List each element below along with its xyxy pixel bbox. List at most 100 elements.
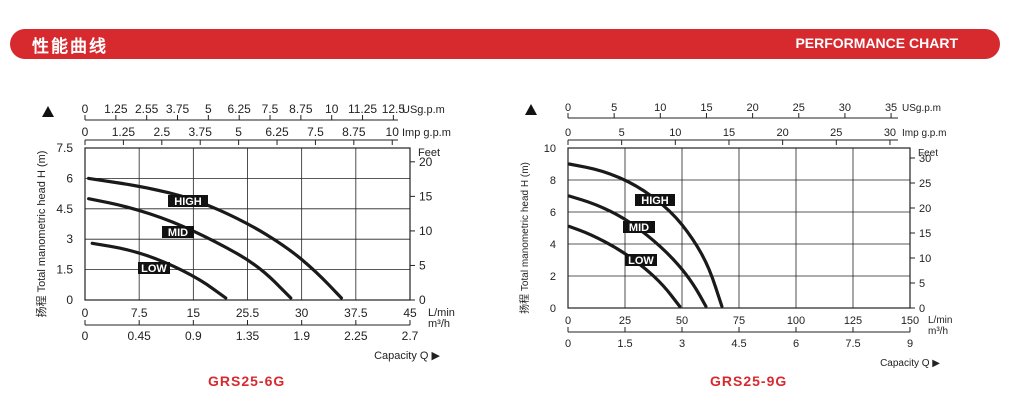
x-axis-usgpm-tick-label: 0 (565, 102, 571, 114)
curve-label-box-mid (623, 221, 655, 233)
x-axis-impgpm-tick-label: 1.25 (112, 125, 136, 139)
header-title-en: PERFORMANCE CHART (795, 35, 958, 51)
x-tick-label-m3h: 0.45 (127, 329, 151, 343)
x-tick-label-lmin: 25.5 (236, 306, 260, 320)
y-tick-label-left: 1.5 (56, 263, 73, 277)
x-tick-label-m3h: 6 (793, 338, 799, 350)
x-tick-label-lmin: 25 (619, 315, 631, 327)
y-unit-right: Feet (418, 147, 440, 159)
x-unit-lmin: L/min (928, 315, 952, 326)
x-tick-label-m3h: 0 (82, 329, 89, 343)
x-tick-label-m3h: 9 (907, 338, 913, 350)
x-axis-impgpm-unit: Imp g.p.m (402, 127, 451, 139)
x-tick-label-m3h: 2.25 (344, 329, 368, 343)
y-axis-label: 扬程 Total manometric head H (m) (34, 151, 48, 318)
x-tick-label-m3h: 0.9 (185, 329, 202, 343)
x-tick-label-m3h: 7.5 (845, 338, 860, 350)
x-tick-label-lmin: 150 (901, 315, 919, 327)
curve-label-mid: MID (629, 222, 649, 234)
y-axis-arrow-icon (525, 104, 537, 115)
x-axis-impgpm-tick-label: 25 (830, 127, 842, 139)
y-tick-label-left: 6 (550, 207, 556, 219)
curve-label-low: LOW (141, 263, 167, 275)
x-axis-impgpm-tick-label: 8.75 (342, 125, 366, 139)
curve-label-high: HIGH (641, 195, 669, 207)
x-axis-usgpm-tick-label: 6.25 (228, 102, 252, 116)
x-tick-label-m3h: 1.5 (617, 338, 632, 350)
y-tick-label-right: 20 (919, 203, 931, 215)
x-axis-impgpm-unit: Imp g.p.m (902, 128, 946, 139)
curve-high (87, 176, 343, 300)
x-axis-impgpm-tick-label: 20 (777, 127, 789, 139)
y-tick-label-left: 10 (544, 143, 556, 155)
x-axis-impgpm-tick-label: 15 (723, 127, 735, 139)
x-axis-impgpm-tick-label: 7.5 (307, 125, 324, 139)
x-unit-lmin: L/min (428, 307, 455, 319)
curve-label-low: LOW (628, 255, 654, 267)
curve-label-box-mid (162, 226, 194, 238)
x-axis-impgpm-tick-label: 2.5 (153, 125, 170, 139)
y-tick-label-left: 8 (550, 175, 556, 187)
x-axis-usgpm-tick-label: 7.5 (262, 102, 279, 116)
x-axis-usgpm-tick-label: 12.5 (382, 102, 406, 116)
curve-label-box-high (635, 194, 675, 206)
x-axis-label: Capacity Q ▶ (374, 350, 440, 362)
x-tick-label-m3h: 1.35 (236, 329, 260, 343)
x-tick-label-lmin: 50 (676, 315, 688, 327)
y-tick-label-right: 0 (419, 293, 426, 307)
y-tick-label-left: 0 (66, 293, 73, 307)
x-tick-label-lmin: 125 (844, 315, 862, 327)
curve-label-box-low (625, 254, 657, 266)
x-tick-label-m3h: 4.5 (731, 338, 746, 350)
x-axis-impgpm-tick-label: 0 (82, 125, 89, 139)
x-axis-label: Capacity Q ▶ (880, 358, 940, 369)
curve-low (90, 241, 228, 300)
x-unit-m3h: m³/h (928, 326, 948, 337)
y-tick-label-left: 4.5 (56, 202, 73, 216)
y-tick-label-left: 3 (66, 232, 73, 246)
x-axis-usgpm-tick-label: 2.55 (135, 102, 159, 116)
x-axis-usgpm-tick-label: 10 (654, 102, 666, 114)
y-tick-label-right: 5 (419, 258, 426, 272)
curve-low (567, 224, 682, 308)
x-axis-usgpm-tick-label: 3.75 (166, 102, 190, 116)
curve-mid (87, 197, 293, 300)
y-tick-label-right: 25 (919, 178, 931, 190)
x-axis-usgpm-tick-label: 15 (700, 102, 712, 114)
y-tick-label-left: 2 (550, 271, 556, 283)
model-label-grs25-6g: GRS25-6G (208, 373, 286, 389)
x-tick-label-lmin: 30 (295, 306, 309, 320)
curve-label-box-high (168, 195, 208, 207)
x-axis-impgpm-tick-label: 5 (619, 127, 625, 139)
x-axis-impgpm-tick-label: 3.75 (189, 125, 213, 139)
header-title-cn: 性能曲线 (32, 37, 108, 57)
y-tick-label-right: 30 (919, 153, 931, 165)
x-axis-impgpm-tick-label: 10 (669, 127, 681, 139)
x-tick-label-lmin: 7.5 (131, 306, 148, 320)
x-axis-usgpm-tick-label: 5 (611, 102, 617, 114)
x-axis-usgpm-tick-label: 8.75 (289, 102, 313, 116)
x-tick-label-lmin: 45 (403, 306, 417, 320)
y-tick-label-left: 6 (66, 171, 73, 185)
x-tick-label-lmin: 75 (733, 315, 745, 327)
curve-label-mid: MID (168, 227, 188, 239)
y-axis-arrow-icon (42, 106, 54, 117)
x-axis-usgpm-tick-label: 11.25 (348, 102, 377, 116)
model-label-grs25-9g: GRS25-9G (710, 373, 788, 389)
curve-label-box-low (138, 262, 170, 274)
x-axis-usgpm-tick-label: 25 (793, 102, 805, 114)
x-axis-impgpm-tick-label: 30 (884, 127, 896, 139)
x-tick-label-m3h: 1.9 (293, 329, 310, 343)
x-tick-label-lmin: 0 (82, 306, 89, 320)
y-tick-label-right: 5 (919, 278, 925, 290)
x-tick-label-m3h: 3 (679, 338, 685, 350)
y-tick-label-left: 4 (550, 239, 556, 251)
x-axis-usgpm-unit: USg.p.m (402, 104, 445, 116)
y-axis-label: 扬程 Total manometric head H (m) (518, 162, 531, 314)
y-tick-label-right: 15 (419, 189, 433, 203)
y-tick-label-right: 15 (919, 228, 931, 240)
x-axis-impgpm-tick-label: 6.25 (265, 125, 289, 139)
x-axis-usgpm-tick-label: 0 (82, 102, 89, 116)
x-tick-label-m3h: 2.7 (402, 329, 419, 343)
